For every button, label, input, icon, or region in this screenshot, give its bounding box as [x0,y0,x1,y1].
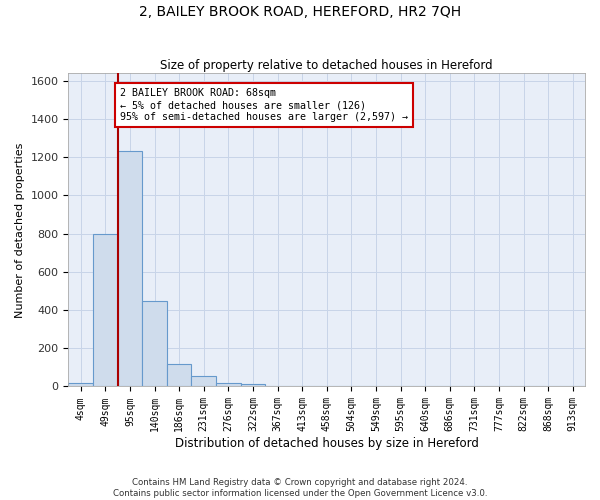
Bar [191,376,216,386]
Bar [167,364,191,386]
Bar [216,382,241,386]
Y-axis label: Number of detached properties: Number of detached properties [15,142,25,318]
Text: Contains HM Land Registry data © Crown copyright and database right 2024.
Contai: Contains HM Land Registry data © Crown c… [113,478,487,498]
Text: 2, BAILEY BROOK ROAD, HEREFORD, HR2 7QH: 2, BAILEY BROOK ROAD, HEREFORD, HR2 7QH [139,5,461,19]
Bar [118,152,142,386]
Bar [142,300,167,386]
Title: Size of property relative to detached houses in Hereford: Size of property relative to detached ho… [160,59,493,72]
Bar [68,382,93,386]
X-axis label: Distribution of detached houses by size in Hereford: Distribution of detached houses by size … [175,437,479,450]
Bar [93,234,118,386]
Text: 2 BAILEY BROOK ROAD: 68sqm
← 5% of detached houses are smaller (126)
95% of semi: 2 BAILEY BROOK ROAD: 68sqm ← 5% of detac… [120,88,408,122]
Bar [241,384,265,386]
